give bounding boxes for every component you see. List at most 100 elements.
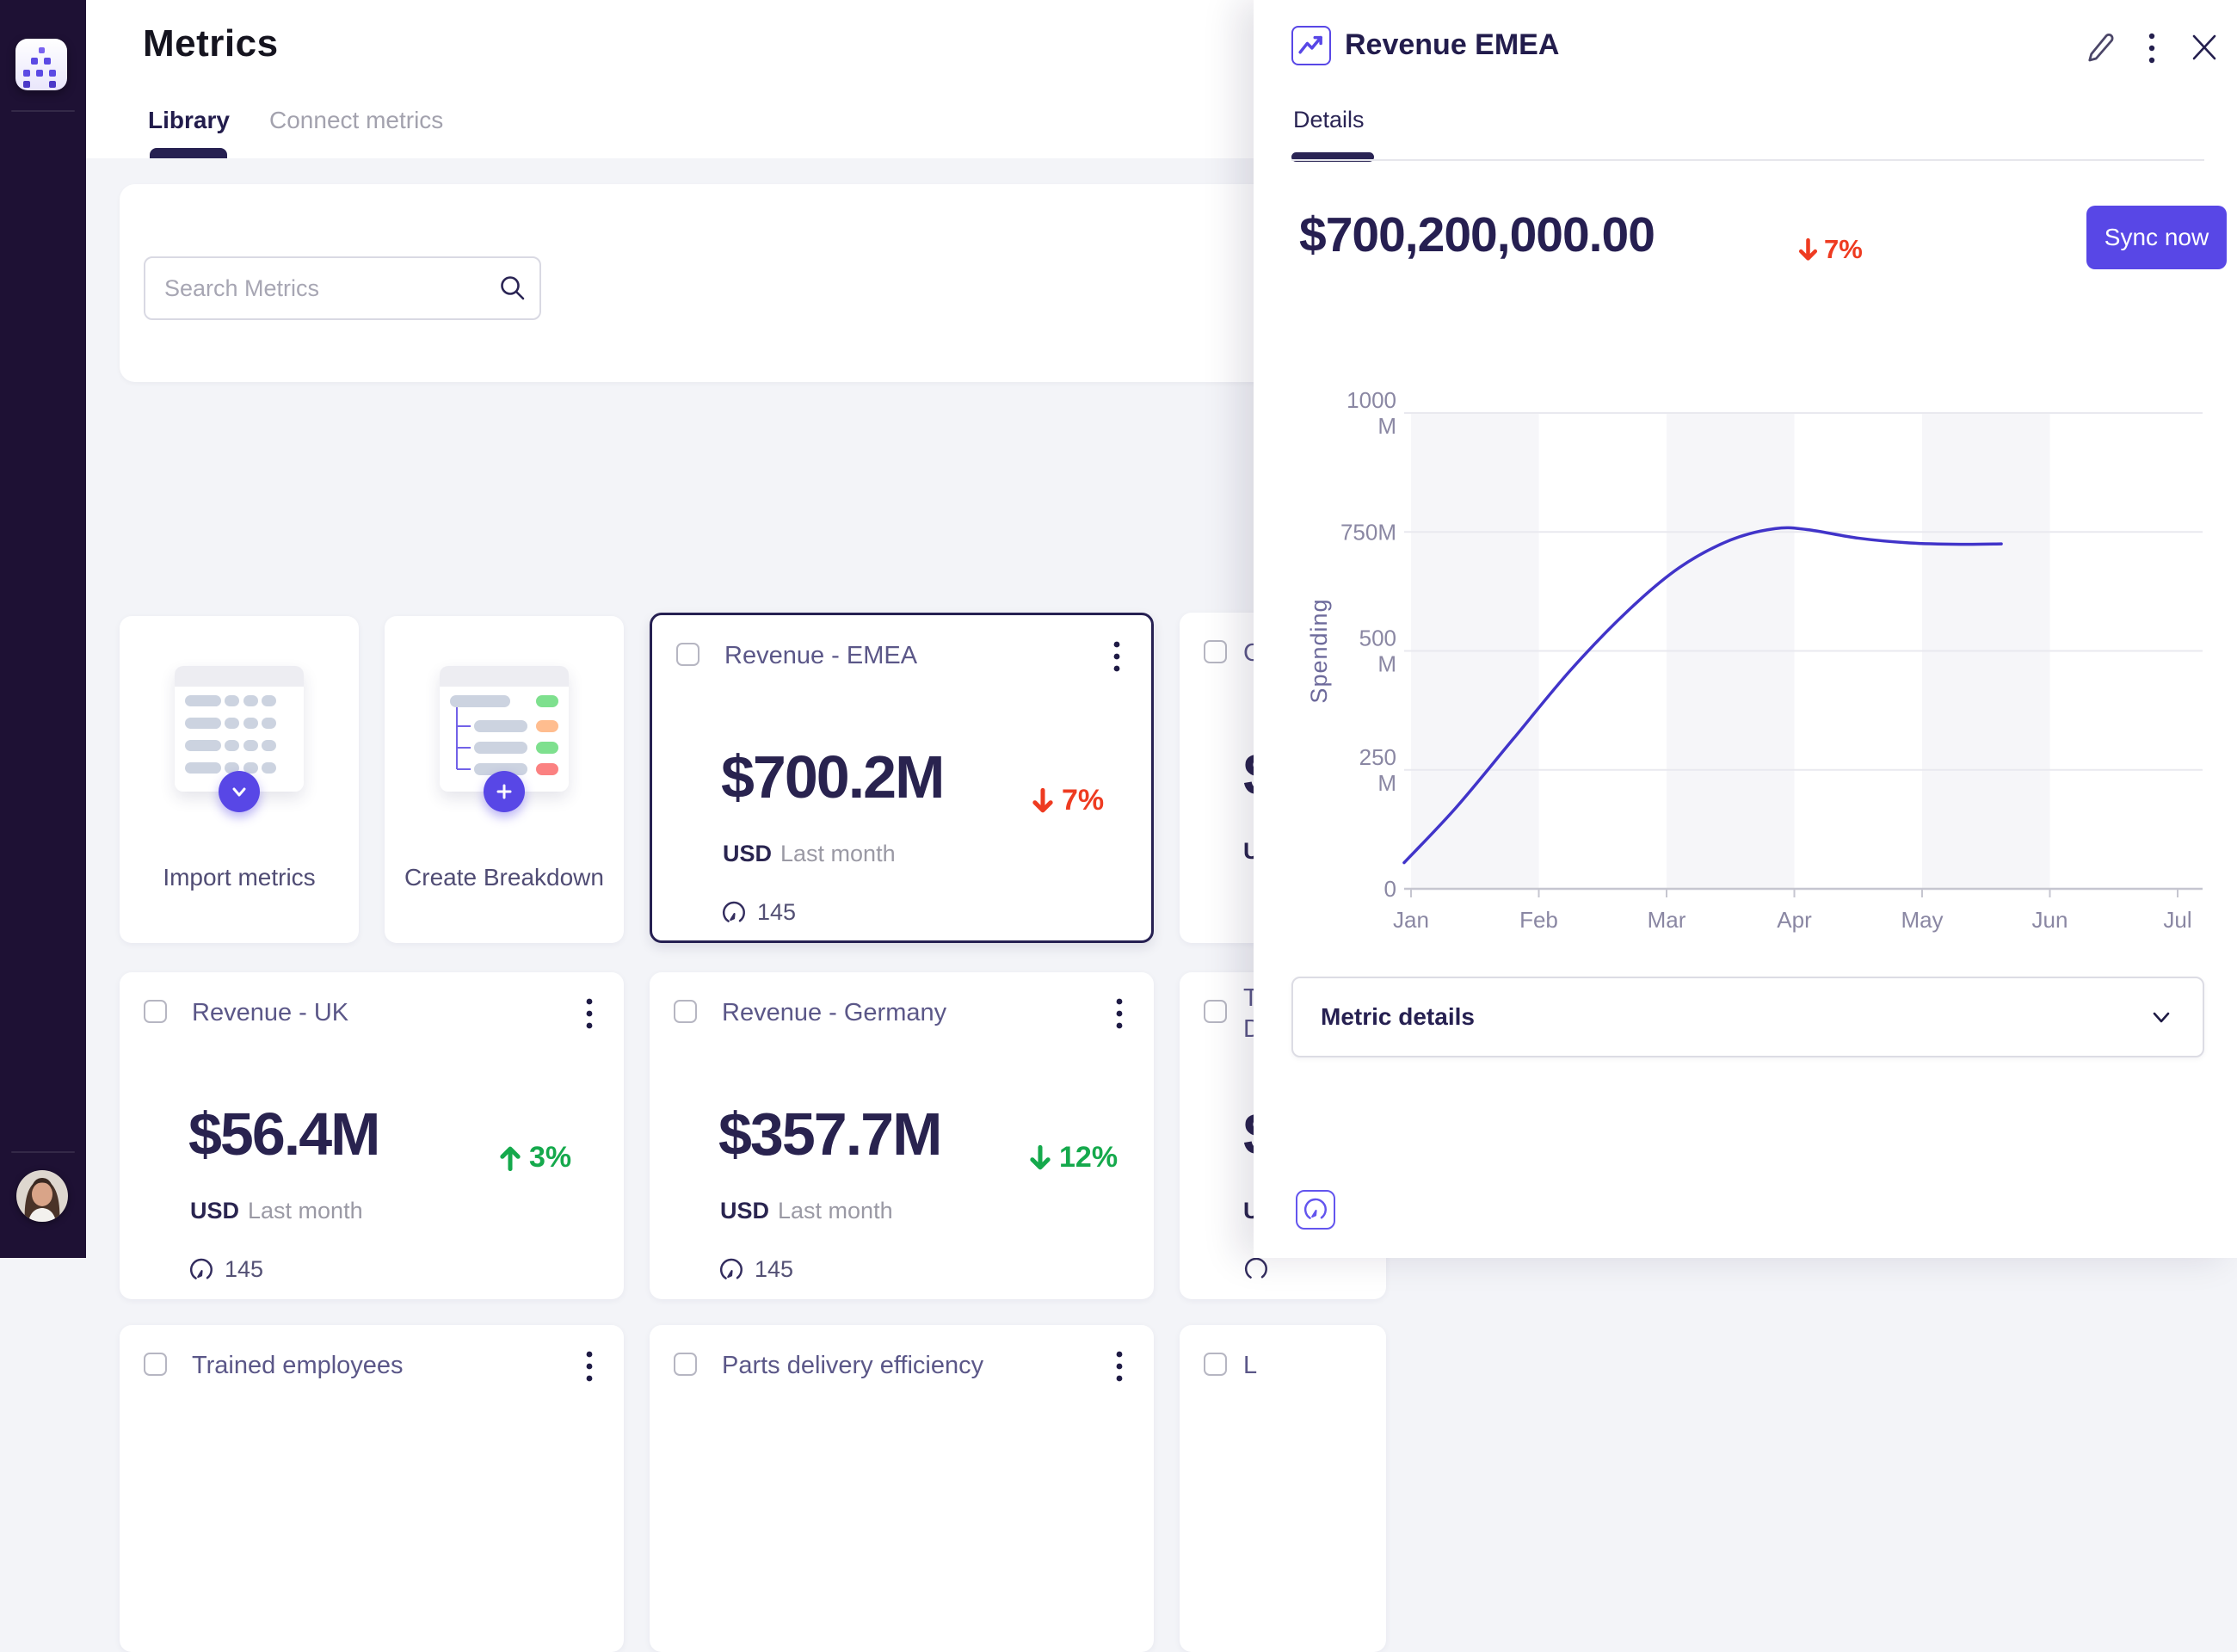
sidebar-divider-top bbox=[11, 110, 75, 112]
tab-details[interactable]: Details bbox=[1293, 107, 1365, 133]
card-checkbox[interactable] bbox=[674, 1353, 697, 1376]
tab-connect-metrics[interactable]: Connect metrics bbox=[269, 107, 444, 133]
x-tick-label: Mar bbox=[1648, 907, 1686, 933]
arrow-down-icon bbox=[1798, 237, 1818, 261]
x-tick-label: Jun bbox=[2032, 907, 2068, 933]
currency-label: USD bbox=[723, 841, 773, 866]
user-avatar[interactable] bbox=[16, 1170, 68, 1222]
search-section bbox=[120, 184, 1341, 382]
metric-card-revenue-germany[interactable]: Revenue - Germany $357.7M 12% USD Last mo… bbox=[650, 972, 1154, 1299]
delta-badge: 7% bbox=[1031, 784, 1104, 817]
x-tick-label: Jul bbox=[2163, 907, 2191, 933]
kebab-menu-icon[interactable] bbox=[2146, 31, 2158, 65]
kebab-menu-icon[interactable] bbox=[584, 996, 595, 1031]
card-title: Trained employees bbox=[192, 1352, 404, 1379]
card-title: Revenue - Germany bbox=[722, 999, 947, 1026]
card-checkbox[interactable] bbox=[144, 1353, 167, 1376]
kebab-menu-icon[interactable] bbox=[1114, 996, 1125, 1031]
x-tick-label: Feb bbox=[1519, 907, 1558, 933]
tab-library[interactable]: Library bbox=[148, 107, 230, 133]
panel-metric-value: $700,200,000.00 bbox=[1299, 207, 1655, 262]
close-icon[interactable] bbox=[2187, 29, 2222, 65]
sidebar-divider-bottom bbox=[11, 1151, 75, 1153]
y-tick-label: 250 M bbox=[1359, 744, 1396, 796]
delta-badge: 3% bbox=[498, 1141, 571, 1174]
gauge-icon bbox=[719, 1258, 743, 1279]
page-title: Metrics bbox=[143, 22, 279, 65]
detail-panel: Revenue EMEA Details $700,200,000.00 7% … bbox=[1254, 0, 2237, 1258]
metric-card-trained-employees[interactable]: Trained employees bbox=[120, 1325, 624, 1652]
card-checkbox[interactable] bbox=[1204, 1353, 1227, 1376]
logo-dots-icon bbox=[23, 47, 56, 88]
metric-details-accordion[interactable]: Metric details bbox=[1291, 977, 2204, 1057]
metric-card-revenue-emea[interactable]: Revenue - EMEA $700.2M 7% USD Last month … bbox=[650, 613, 1154, 943]
metric-value: $357.7M bbox=[718, 1100, 942, 1168]
gauge-icon bbox=[1244, 1257, 1267, 1279]
tab-divider bbox=[1291, 159, 2204, 161]
metric-value: $56.4M bbox=[188, 1100, 380, 1168]
import-metrics-label: Import metrics bbox=[163, 864, 316, 891]
period-label: Last month bbox=[248, 1198, 363, 1224]
create-breakdown-label: Create Breakdown bbox=[404, 864, 604, 891]
panel-title: Revenue EMEA bbox=[1345, 28, 1560, 61]
metric-count: 145 bbox=[757, 899, 797, 925]
metric-card-partial-3[interactable]: L bbox=[1180, 1325, 1386, 1652]
period-label: Last month bbox=[778, 1198, 893, 1224]
accordion-label: Metric details bbox=[1321, 1003, 1475, 1030]
y-tick-label: 0 bbox=[1384, 876, 1396, 902]
kebab-menu-icon[interactable] bbox=[584, 1349, 595, 1384]
y-tick-label: 500 M bbox=[1359, 626, 1396, 677]
card-title: Parts delivery efficiency bbox=[722, 1352, 984, 1379]
active-tab-indicator bbox=[1291, 152, 1374, 162]
edit-pencil-icon[interactable] bbox=[2082, 28, 2117, 66]
y-tick-label: 1000 M bbox=[1347, 387, 1396, 439]
x-tick-label: Jan bbox=[1393, 907, 1429, 933]
metric-card-parts-delivery[interactable]: Parts delivery efficiency bbox=[650, 1325, 1154, 1652]
gauge-icon bbox=[1303, 1198, 1327, 1219]
chevron-down-icon bbox=[2153, 1012, 2170, 1023]
metric-count: 145 bbox=[225, 1256, 264, 1282]
currency-label: USD bbox=[720, 1198, 770, 1224]
search-icon[interactable] bbox=[498, 274, 527, 303]
plus-icon bbox=[496, 784, 512, 799]
card-checkbox[interactable] bbox=[674, 1000, 697, 1023]
search-input[interactable] bbox=[144, 256, 541, 320]
sync-now-button[interactable]: Sync now bbox=[2086, 206, 2227, 269]
card-title: Revenue - UK bbox=[192, 999, 349, 1026]
metric-value: $700.2M bbox=[721, 743, 945, 811]
card-title: L bbox=[1243, 1352, 1258, 1379]
card-checkbox[interactable] bbox=[1204, 640, 1227, 663]
x-tick-label: Apr bbox=[1777, 907, 1812, 933]
metric-card-revenue-uk[interactable]: Revenue - UK $56.4M 3% USD Last month 145 bbox=[120, 972, 624, 1299]
sidebar bbox=[0, 0, 86, 1258]
gauge-button[interactable] bbox=[1296, 1190, 1335, 1230]
delta-badge: 7% bbox=[1797, 234, 1863, 265]
metric-count: 145 bbox=[755, 1256, 794, 1282]
arrow-down-icon bbox=[1030, 1144, 1051, 1169]
gauge-icon bbox=[722, 901, 745, 922]
active-tab-indicator bbox=[150, 148, 227, 158]
card-checkbox[interactable] bbox=[676, 643, 699, 666]
card-title: Revenue - EMEA bbox=[724, 642, 918, 669]
card-checkbox[interactable] bbox=[144, 1000, 167, 1023]
arrow-down-icon bbox=[1032, 787, 1053, 812]
x-tick-label: May bbox=[1901, 907, 1943, 933]
trending-up-icon bbox=[1291, 26, 1331, 65]
kebab-menu-icon[interactable] bbox=[1114, 1349, 1125, 1384]
breakdown-illustration bbox=[440, 666, 569, 792]
create-breakdown-card[interactable]: Create Breakdown bbox=[385, 616, 624, 943]
chevron-down-icon bbox=[232, 787, 246, 797]
import-button[interactable] bbox=[219, 771, 260, 812]
delta-badge: 12% bbox=[1028, 1141, 1118, 1174]
create-breakdown-button[interactable] bbox=[484, 771, 525, 812]
kebab-menu-icon[interactable] bbox=[1112, 639, 1122, 674]
currency-label: USD bbox=[190, 1198, 240, 1224]
period-label: Last month bbox=[780, 841, 896, 866]
arrow-up-icon bbox=[500, 1146, 521, 1171]
app-logo-icon[interactable] bbox=[15, 39, 67, 90]
table-illustration bbox=[175, 666, 304, 792]
search-box bbox=[144, 256, 541, 320]
y-axis-title: Spending bbox=[1306, 598, 1332, 703]
card-checkbox[interactable] bbox=[1204, 1000, 1227, 1023]
import-metrics-card[interactable]: Import metrics bbox=[120, 616, 359, 943]
